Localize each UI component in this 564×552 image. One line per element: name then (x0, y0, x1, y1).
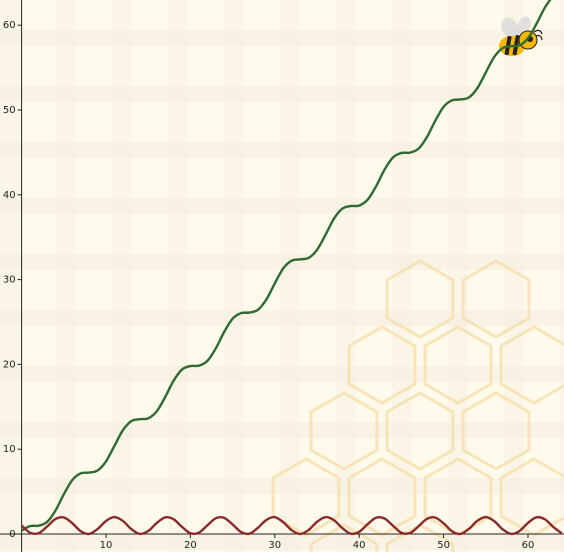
x-tick-label: 30 (268, 540, 281, 551)
y-tick-label: 10 (3, 444, 16, 455)
curve (20, 515, 563, 536)
hexagon (385, 391, 455, 471)
x-tick-label: 40 (353, 540, 366, 551)
hexagon (309, 391, 379, 471)
x-tick-label: 10 (100, 540, 113, 551)
hexagon (461, 391, 531, 471)
hexagon (347, 457, 417, 537)
hexagon (385, 523, 455, 552)
hexagon (347, 325, 417, 405)
hexagon (499, 325, 564, 405)
x-tick-label: 50 (437, 540, 450, 551)
hexagon (423, 325, 493, 405)
y-tick-label: 0 (9, 529, 15, 540)
hexagon (385, 259, 455, 339)
x-tick-label: 20 (184, 540, 197, 551)
hexagon (271, 457, 341, 537)
honeycomb (271, 259, 564, 552)
y-tick-label: 20 (3, 359, 16, 370)
y-tick-label: 40 (3, 190, 16, 201)
hexagon (461, 259, 531, 339)
hexagon (499, 457, 564, 537)
x-tick-label: 60 (522, 540, 535, 551)
curve (20, 0, 552, 532)
y-tick-label: 60 (3, 20, 16, 31)
y-tick-label: 50 (3, 105, 16, 116)
y-tick-label: 30 (3, 275, 16, 286)
hexagon (309, 523, 379, 552)
